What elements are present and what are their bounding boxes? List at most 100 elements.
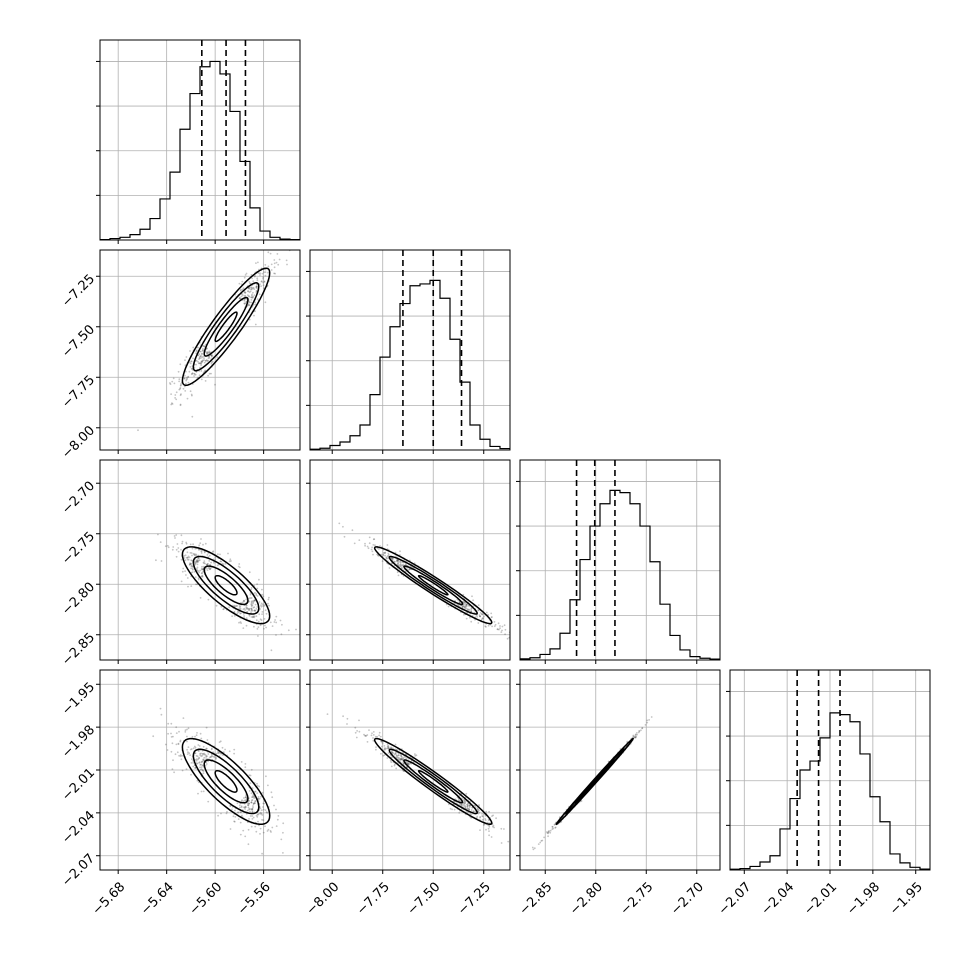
sample-point: [387, 553, 390, 556]
sample-point: [193, 745, 196, 748]
sample-point: [401, 564, 404, 567]
sample-point: [203, 359, 206, 361]
sample-point: [256, 587, 259, 590]
sample-point: [371, 732, 373, 735]
sample-point: [392, 752, 395, 754]
sample-point: [252, 816, 255, 819]
sample-point: [178, 730, 180, 733]
sample-point: [200, 361, 203, 364]
sample-point: [250, 597, 253, 599]
sample-point: [363, 733, 365, 736]
sample-point: [488, 825, 491, 828]
sample-point: [207, 760, 209, 763]
sample-point: [378, 548, 380, 550]
sample-point: [266, 812, 268, 814]
sample-point: [208, 566, 211, 569]
sample-point: [182, 387, 185, 390]
sample-point: [195, 352, 198, 355]
sample-point: [187, 376, 190, 378]
sample-point: [197, 560, 200, 562]
sample-point: [541, 839, 544, 842]
sample-point: [262, 277, 264, 280]
sample-point: [282, 852, 284, 854]
sample-point: [383, 745, 386, 747]
sample-point: [200, 550, 203, 553]
sample-point: [212, 550, 215, 553]
x-tick-label: −2.85: [517, 880, 556, 919]
sample-point: [247, 295, 250, 297]
sample-point: [367, 547, 370, 550]
sample-point: [202, 570, 205, 573]
sample-point: [387, 746, 390, 749]
sample-point: [468, 808, 470, 811]
sample-point: [554, 823, 556, 825]
sample-point: [189, 350, 191, 352]
sample-point: [391, 559, 394, 561]
sample-point: [264, 609, 267, 612]
sample-point: [200, 761, 203, 763]
sample-point: [238, 566, 241, 569]
sample-point: [173, 535, 176, 537]
panel-3-2: −2.85 −2.80 −2.75 −2.70: [516, 669, 721, 919]
sample-point: [183, 377, 186, 380]
sample-point: [257, 261, 259, 264]
sample-point: [200, 790, 203, 793]
scatter-points: [155, 533, 297, 652]
sample-point: [263, 271, 265, 273]
sample-point: [198, 559, 201, 561]
sample-point: [190, 562, 193, 565]
sample-point: [251, 796, 254, 799]
sample-point: [252, 803, 255, 805]
sample-point: [227, 552, 229, 555]
sample-point: [170, 736, 173, 738]
panel-3-1: −8.00 −7.75 −7.50 −7.25: [304, 669, 511, 918]
sample-point: [650, 716, 653, 718]
sample-point: [202, 543, 204, 546]
sample-point: [200, 362, 202, 365]
sample-point: [159, 541, 162, 543]
sample-point: [191, 372, 194, 374]
sample-point: [247, 804, 250, 807]
sample-point: [264, 825, 266, 828]
sample-point: [467, 802, 469, 805]
sample-point: [376, 735, 379, 738]
sample-point: [470, 608, 473, 611]
sample-point: [274, 272, 276, 275]
sample-point: [246, 610, 249, 613]
contour-level-1: [388, 748, 478, 815]
sample-point: [241, 800, 243, 803]
sample-point: [400, 757, 403, 760]
sample-point: [189, 563, 192, 565]
sample-point: [396, 571, 399, 574]
sample-point: [499, 625, 501, 627]
sample-point: [217, 752, 220, 755]
sample-point: [479, 615, 481, 618]
sample-point: [372, 538, 375, 541]
sample-point: [200, 360, 203, 363]
sample-point: [261, 272, 264, 275]
sample-point: [216, 752, 219, 754]
sample-point: [257, 796, 260, 798]
sample-point: [210, 354, 213, 357]
sample-point: [222, 563, 225, 566]
sample-point: [256, 298, 259, 300]
contour-level-0: [373, 546, 493, 625]
sample-point: [198, 358, 200, 360]
sample-point: [397, 559, 399, 562]
sample-point: [238, 607, 241, 609]
sample-point: [465, 603, 467, 606]
sample-point: [537, 843, 540, 845]
sample-point: [255, 285, 258, 288]
sample-point: [243, 615, 246, 617]
sample-point: [253, 294, 256, 296]
sample-point: [254, 303, 257, 306]
sample-point: [251, 296, 254, 299]
sample-point: [646, 721, 649, 724]
sample-point: [186, 735, 188, 738]
sample-point: [195, 754, 198, 757]
contour-level-0: [181, 737, 271, 825]
sample-point: [198, 357, 201, 359]
sample-point: [188, 556, 191, 559]
sample-point: [493, 826, 495, 829]
sample-point: [384, 552, 387, 554]
